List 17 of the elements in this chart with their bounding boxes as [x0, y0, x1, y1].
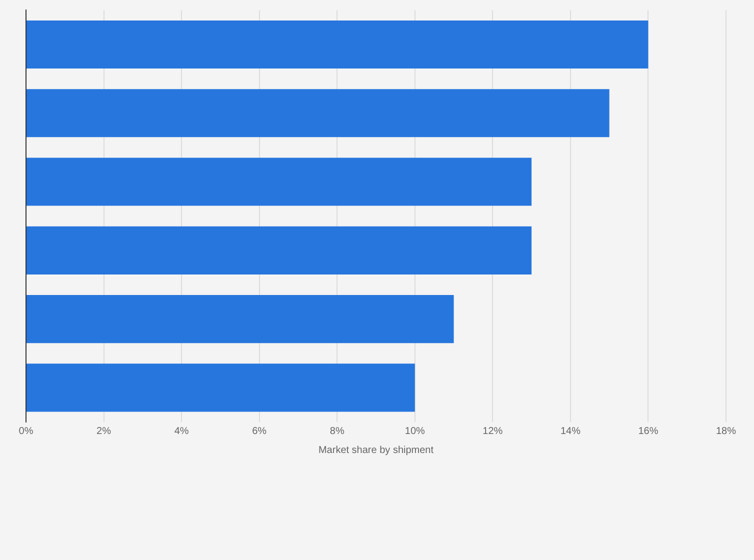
- bar: [26, 226, 532, 274]
- x-tick-label: 14%: [560, 426, 581, 437]
- x-tick-label: 10%: [404, 426, 426, 437]
- x-tick-label: 4%: [174, 426, 189, 437]
- x-tick-label: 0%: [18, 426, 34, 437]
- x-tick-label: 16%: [638, 426, 658, 437]
- x-axis-title: Market share by shipment: [318, 444, 434, 456]
- x-tick-label: 6%: [252, 426, 267, 437]
- x-tick-label: 12%: [482, 426, 503, 437]
- x-tick-label: 2%: [96, 426, 112, 437]
- bar: [26, 20, 648, 69]
- x-tick-label: 18%: [716, 426, 736, 437]
- x-tick-label: 8%: [330, 426, 344, 437]
- bar: [26, 158, 532, 206]
- bar: [26, 364, 415, 412]
- bar: [26, 295, 454, 344]
- bar: [26, 89, 610, 138]
